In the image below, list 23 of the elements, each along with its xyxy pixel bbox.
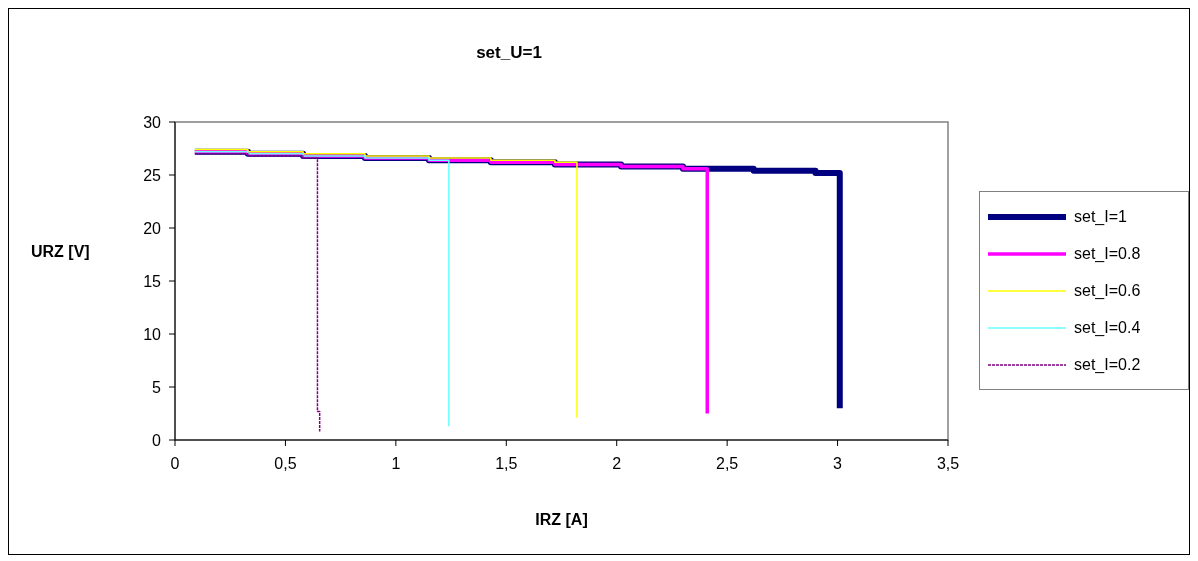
y-tick-label: 10 bbox=[143, 325, 162, 343]
x-tick-label: 1 bbox=[391, 455, 401, 473]
chart-title: set_U=1 bbox=[475, 43, 543, 63]
x-tick-label: 2 bbox=[612, 455, 622, 473]
legend-label: set_I=0.6 bbox=[1074, 281, 1141, 300]
legend-label: set_I=1 bbox=[1074, 207, 1127, 226]
x-tick-label: 2,5 bbox=[716, 455, 739, 473]
x-tick-label: 0,5 bbox=[274, 455, 297, 473]
x-tick-label: 3,5 bbox=[936, 455, 960, 473]
x-tick-label: 0 bbox=[170, 455, 180, 473]
x-tick-label: 1,5 bbox=[495, 455, 518, 473]
legend-label: set_I=0.4 bbox=[1074, 318, 1141, 337]
x-axis-title: IRZ [A] bbox=[534, 511, 589, 529]
y-tick-label: 15 bbox=[143, 272, 162, 290]
y-axis-title: URZ [V] bbox=[31, 243, 90, 261]
legend-label: set_I=0.2 bbox=[1074, 355, 1141, 374]
y-tick-label: 20 bbox=[143, 219, 162, 237]
y-tick-label: 0 bbox=[152, 431, 162, 449]
y-tick-label: 30 bbox=[143, 113, 162, 131]
legend-label: set_I=0.8 bbox=[1074, 244, 1141, 263]
x-tick-label: 3 bbox=[833, 455, 843, 473]
y-tick-label: 5 bbox=[152, 378, 162, 396]
y-tick-label: 25 bbox=[143, 166, 162, 184]
